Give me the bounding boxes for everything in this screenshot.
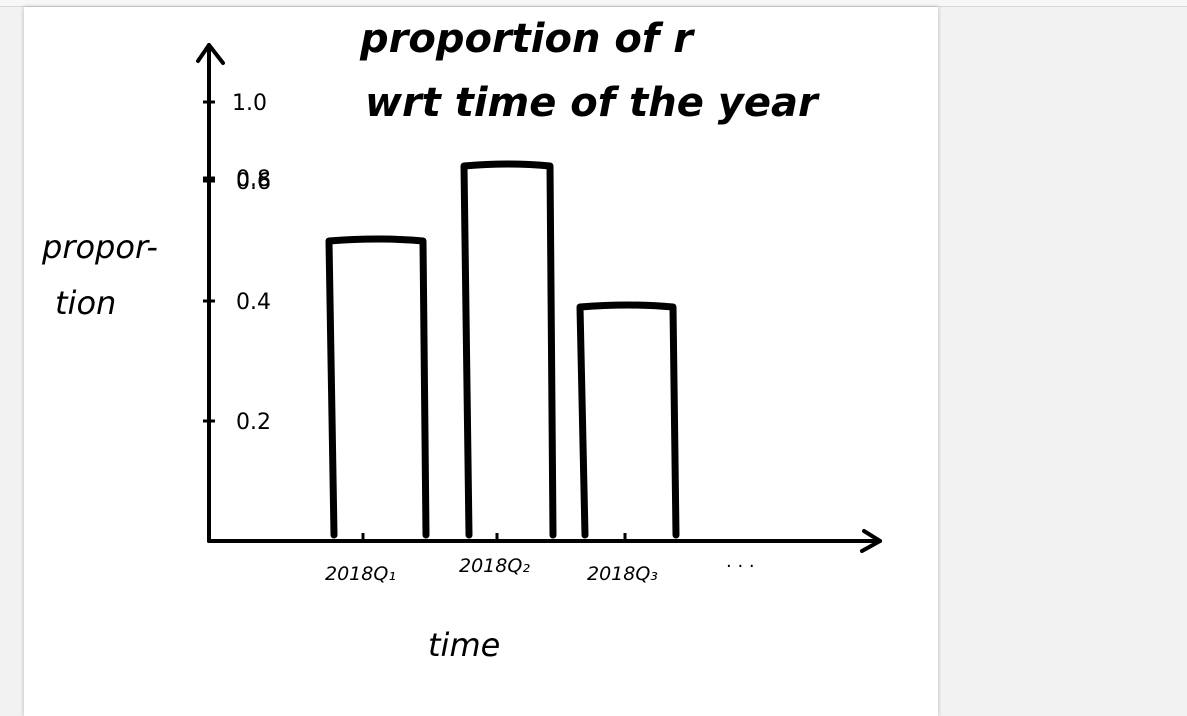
y-tick-label: 1.0 (232, 91, 267, 116)
chart-axes (196, 43, 882, 553)
x-ticks: 2018Q₁ 2018Q₂ 2018Q₃ (325, 533, 658, 585)
y-tick-label: 0.8 (236, 167, 271, 192)
bar-2018Q3 (576, 301, 680, 539)
x-axis-label: time (428, 626, 500, 664)
chart-title-line-1: proportion of r (359, 16, 695, 62)
bar-2018Q1 (325, 235, 430, 539)
chart-title-line-2: wrt time of the year (365, 80, 820, 126)
bars (325, 160, 680, 539)
y-tick-label: 0.4 (236, 290, 271, 315)
y-tick-label: 0.2 (236, 410, 271, 435)
x-axis-continuation-dots: · · · (726, 556, 755, 577)
y-axis-label-line-2: tion (55, 284, 116, 322)
top-toolbar-strip (0, 0, 1187, 7)
x-tick-label-2018Q2: 2018Q₂ (459, 555, 530, 577)
drawing-canvas (24, 7, 938, 716)
x-tick-label-2018Q1: 2018Q₁ (325, 563, 396, 585)
y-tick-label: 0.6 (236, 170, 271, 195)
bar-2018Q2 (460, 160, 557, 539)
x-axis-arrowhead (860, 529, 882, 553)
chart-title: proportion of r wrt time of the year (359, 16, 820, 126)
y-axis-label: propor- tion (41, 228, 158, 322)
y-axis-label-line-1: propor- (41, 228, 158, 266)
x-tick-label-2018Q3: 2018Q₃ (587, 563, 658, 585)
y-axis-arrowhead (196, 43, 225, 65)
y-ticks: 0.2 0.4 0.60.8 1.0 (203, 91, 271, 435)
